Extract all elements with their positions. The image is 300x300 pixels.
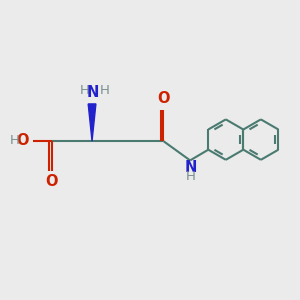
Text: H: H [100, 84, 110, 98]
Text: N: N [86, 85, 99, 100]
Text: H: H [186, 170, 196, 183]
Polygon shape [88, 104, 96, 141]
Text: H: H [80, 84, 89, 98]
Text: H: H [9, 134, 19, 147]
Text: O: O [16, 133, 29, 148]
Text: N: N [184, 160, 197, 175]
Text: O: O [46, 174, 58, 189]
Text: O: O [158, 91, 170, 106]
